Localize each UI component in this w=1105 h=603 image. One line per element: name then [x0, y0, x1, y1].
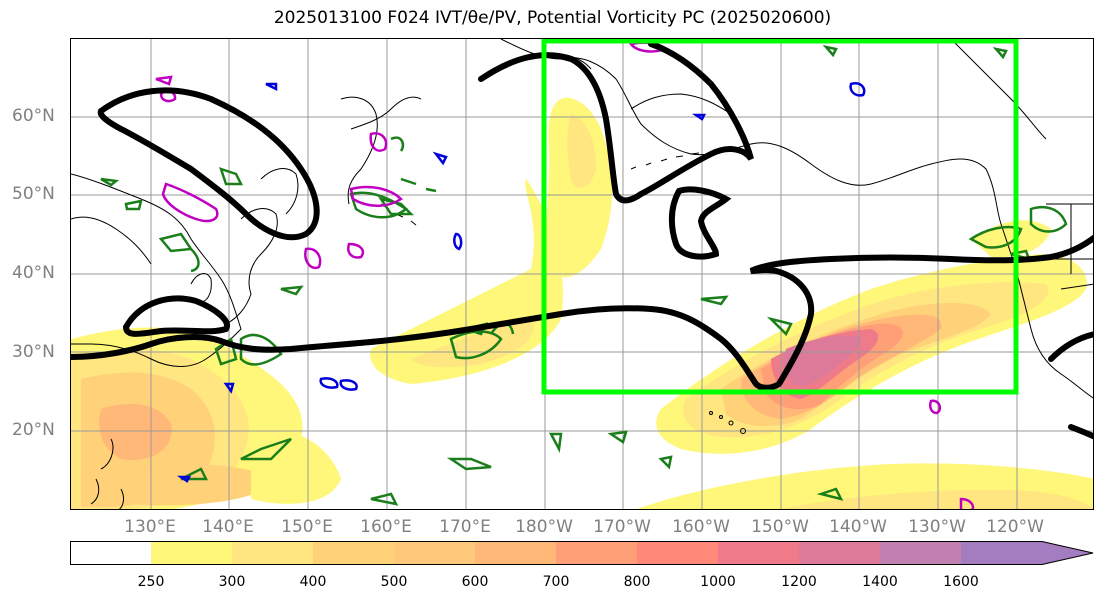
colorbar-tick-label: 700 [542, 574, 570, 590]
colorbar-segment [637, 541, 718, 565]
lon-label-120w: 120°W [986, 517, 1044, 537]
colorbar-segment [475, 541, 556, 565]
map-title: 2025013100 F024 IVT/θe/PV, Potential Vor… [273, 8, 832, 28]
tropopause-contour [71, 41, 1093, 440]
colorbar-tick-label: 1600 [943, 574, 979, 590]
lon-label-170e: 170°E [439, 517, 491, 537]
colorbar-tick-label: 400 [299, 574, 327, 590]
colorbar-segment [394, 541, 475, 565]
lat-label-20n: 20°N [12, 420, 55, 440]
colorbar-outline [70, 541, 1094, 565]
colorbar-segment [718, 541, 799, 565]
colorbar-tick-label: 1400 [862, 574, 898, 590]
pv-contours-blue [176, 82, 866, 483]
colorbar-segment [880, 541, 961, 565]
lon-label-160e: 160°E [360, 517, 412, 537]
lat-label-60n: 60°N [12, 106, 55, 126]
lat-label-50n: 50°N [12, 184, 55, 204]
lat-label-30n: 30°N [12, 342, 55, 362]
pv-contours-magenta [155, 41, 975, 509]
colorbar-extend-arrow [961, 541, 1093, 565]
ivt-shading [71, 97, 1093, 509]
colorbar-tick-label: 800 [623, 574, 651, 590]
colorbar-tick-label: 300 [218, 574, 246, 590]
colorbar-tick-label: 500 [380, 574, 408, 590]
map-panel [70, 38, 1094, 510]
lon-label-130e: 130°E [124, 517, 176, 537]
colorbar-segment [799, 541, 880, 565]
pv-contours-green [100, 45, 1068, 506]
colorbar-tick-label: 1000 [700, 574, 736, 590]
map-canvas [71, 39, 1093, 509]
lon-label-180w: 180°W [515, 517, 573, 537]
lon-label-130w: 130°W [908, 517, 966, 537]
lon-label-150e: 150°E [281, 517, 333, 537]
colorbar-segment [151, 541, 232, 565]
colorbar-tick-label: 250 [137, 574, 165, 590]
colorbar-segment [556, 541, 637, 565]
highlight-box [541, 39, 1019, 395]
ivt-colorbar [70, 541, 1094, 565]
lon-label-140e: 140°E [202, 517, 254, 537]
colorbar-segment [70, 541, 151, 565]
lon-label-150w: 150°W [751, 517, 809, 537]
lat-label-40n: 40°N [12, 263, 55, 283]
lon-label-170w: 170°W [593, 517, 651, 537]
colorbar-segment [232, 541, 313, 565]
lon-label-140w: 140°W [829, 517, 887, 537]
colorbar-tick-label: 1200 [781, 574, 817, 590]
colorbar-segment [313, 541, 394, 565]
lon-label-160w: 160°W [672, 517, 730, 537]
colorbar-tick-label: 600 [461, 574, 489, 590]
